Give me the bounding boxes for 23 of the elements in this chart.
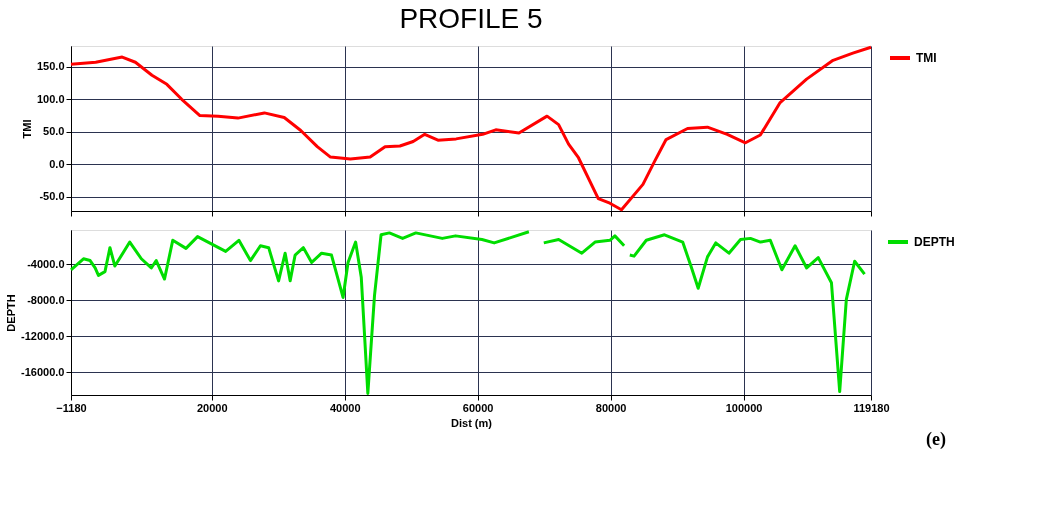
y-axis-title: TMI: [20, 119, 33, 139]
y-tick-label: 50.0: [43, 125, 65, 138]
chart-title: PROFILE 5: [399, 2, 543, 34]
y-tick-label: -8000.0: [27, 293, 65, 306]
y-tick-label: 150.0: [36, 60, 65, 73]
y-tick-label: -12000.0: [21, 329, 65, 342]
y-tick-label: 0.0: [49, 157, 65, 170]
x-tick-label: 40000: [329, 401, 361, 414]
legend-label: TMI: [916, 51, 937, 65]
x-tick-label: −1180: [56, 401, 87, 414]
legend-label: DEPTH: [914, 235, 955, 249]
x-tick-label: 60000: [462, 401, 494, 414]
y-tick-label: -4000.0: [27, 257, 65, 270]
y-tick-label: -50.0: [39, 190, 65, 203]
x-tick-label: 80000: [595, 401, 627, 414]
x-tick-label: 20000: [196, 401, 228, 414]
y-tick-label: -16000.0: [21, 365, 65, 378]
x-tick-label: 100000: [725, 401, 763, 414]
x-axis-title: Dist (m): [451, 416, 493, 429]
y-tick-label: 100.0: [36, 92, 65, 105]
x-tick-label: 119180: [853, 401, 890, 414]
text: (e): [926, 429, 946, 450]
y-axis-title: DEPTH: [5, 294, 18, 332]
